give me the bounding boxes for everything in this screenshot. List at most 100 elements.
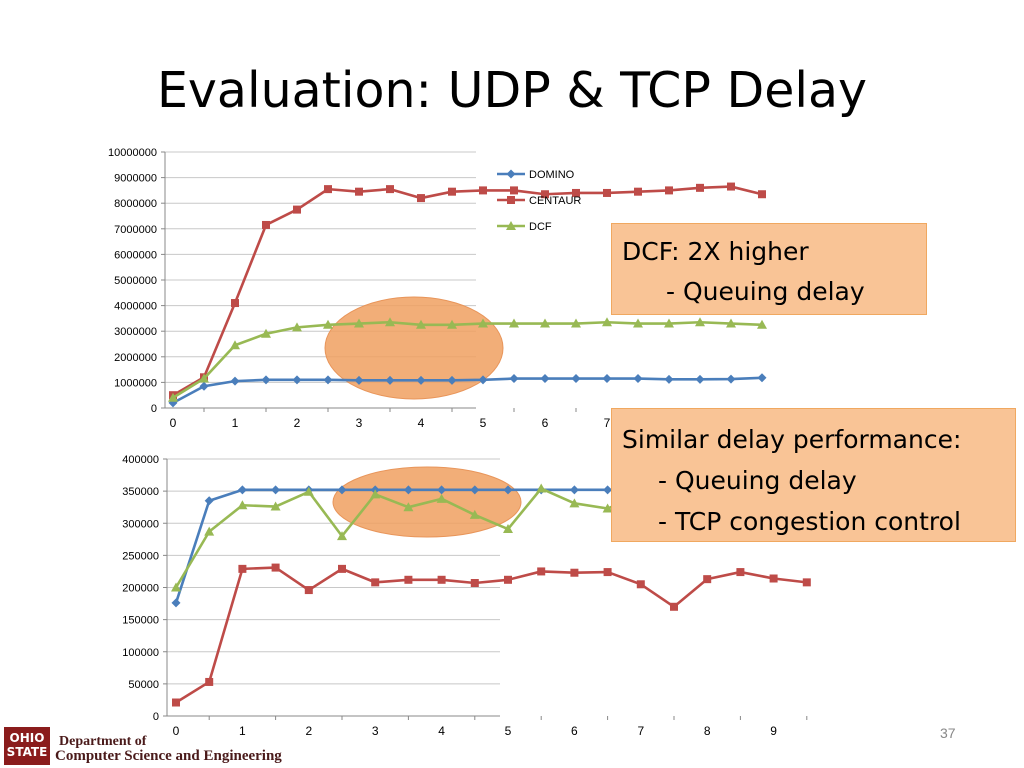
diamond-marker: [437, 485, 447, 495]
square-marker: [696, 183, 704, 192]
square-marker: [570, 568, 579, 577]
diamond-marker: [509, 374, 519, 384]
x-tick-label: 1: [239, 724, 246, 738]
diamond-marker: [571, 374, 581, 384]
square-marker: [665, 186, 673, 195]
square-marker: [504, 575, 512, 584]
square-marker: [437, 575, 446, 584]
y-tick-label: 400000: [122, 454, 159, 466]
square-marker: [470, 579, 479, 588]
series-line-dcf: [172, 320, 763, 399]
diamond-marker: [385, 375, 395, 385]
y-tick-label: 2000000: [114, 352, 157, 364]
y-tick-label: 300000: [122, 518, 159, 530]
triangle-marker: [261, 328, 271, 338]
x-tick-label: 9: [770, 724, 777, 738]
slide-title: Evaluation: UDP & TCP Delay: [156, 62, 868, 119]
x-tick-label: 6: [542, 416, 549, 430]
y-tick-label: 8000000: [114, 198, 157, 210]
y-tick-label: 250000: [122, 550, 159, 562]
square-marker: [537, 567, 546, 576]
x-tick-label: 5: [505, 724, 512, 738]
diamond-marker: [506, 169, 516, 179]
diamond-marker: [171, 598, 181, 608]
triangle-marker: [540, 318, 550, 328]
square-marker: [758, 190, 766, 199]
square-marker: [448, 187, 456, 196]
triangle-marker: [506, 221, 516, 230]
triangle-marker: [602, 503, 613, 513]
y-tick-label: 4000000: [114, 301, 157, 313]
diamond-marker: [261, 375, 271, 385]
diamond-marker: [292, 375, 302, 385]
diamond-marker: [230, 376, 240, 386]
callout-similar-delay: Similar delay performance: - Queuing del…: [611, 408, 1016, 542]
x-tick-label: 7: [637, 724, 644, 738]
y-tick-label: 6000000: [114, 249, 157, 261]
triangle-marker: [171, 582, 181, 592]
square-marker: [355, 187, 363, 196]
callout-line: DCF: 2X higher: [622, 237, 809, 266]
triangle-marker: [270, 501, 281, 511]
triangle-marker: [204, 526, 215, 536]
diamond-marker: [478, 375, 488, 385]
square-marker: [479, 186, 487, 195]
diamond-marker: [271, 485, 281, 495]
x-tick-label: 3: [372, 724, 379, 738]
chart-udp-delay: 0 1000000 2000000 3000000 4000000 5000000 6000…: [108, 147, 767, 430]
triangle-marker: [469, 509, 480, 519]
callout-line: - TCP congestion control: [658, 507, 961, 536]
triangle-marker: [199, 373, 209, 383]
triangle-marker: [503, 524, 513, 534]
triangle-marker: [726, 318, 736, 328]
logo-text: OHIO STATE: [6, 731, 48, 759]
square-marker: [634, 187, 642, 196]
y-tick-label: 200000: [122, 583, 159, 595]
square-marker: [172, 698, 180, 707]
osu-logo: OHIO STATE: [4, 727, 50, 765]
square-marker: [271, 563, 280, 572]
y-tick-label: 0: [153, 711, 159, 723]
triangle-marker: [478, 318, 488, 328]
x-tick-label: 2: [294, 416, 301, 430]
y-tick-label: 50000: [128, 679, 159, 691]
square-marker: [703, 575, 712, 584]
legend-label: CENTAUR: [529, 195, 581, 207]
diamond-marker: [199, 381, 209, 391]
triangle-marker: [354, 318, 364, 328]
triangle-marker: [569, 498, 580, 508]
triangle-marker: [571, 318, 581, 328]
square-marker: [371, 578, 380, 587]
y-tick-label: 10000000: [108, 147, 157, 159]
highlight-ellipse: [324, 296, 504, 400]
triangle-marker: [370, 489, 381, 499]
y-tick-label: 0: [151, 403, 157, 415]
triangle-marker: [602, 317, 612, 327]
triangle-marker: [323, 319, 333, 329]
diamond-marker: [204, 496, 214, 506]
triangle-marker: [664, 318, 674, 328]
x-tick-label: 8: [704, 724, 711, 738]
diamond-marker: [323, 375, 333, 385]
square-marker: [802, 578, 811, 587]
footer-dept-line1: Department of: [59, 734, 147, 749]
triangle-marker: [536, 483, 547, 493]
triangle-marker: [633, 318, 643, 328]
triangle-marker: [416, 319, 426, 329]
callout-line: Similar delay performance:: [622, 425, 962, 454]
diamond-marker: [503, 485, 513, 495]
square-marker: [338, 564, 346, 573]
square-marker: [324, 185, 332, 194]
x-tick-label: 0: [170, 416, 177, 430]
square-marker: [231, 299, 239, 308]
diamond-marker: [540, 374, 550, 384]
y-tick-label: 1000000: [114, 377, 157, 389]
footer-dept-line2: Computer Science and Engineering: [55, 748, 282, 764]
square-marker: [205, 677, 214, 686]
diamond-marker: [403, 485, 413, 495]
diamond-marker: [337, 485, 347, 495]
triangle-marker: [509, 318, 519, 328]
square-marker: [727, 182, 735, 191]
diamond-marker: [695, 374, 705, 384]
